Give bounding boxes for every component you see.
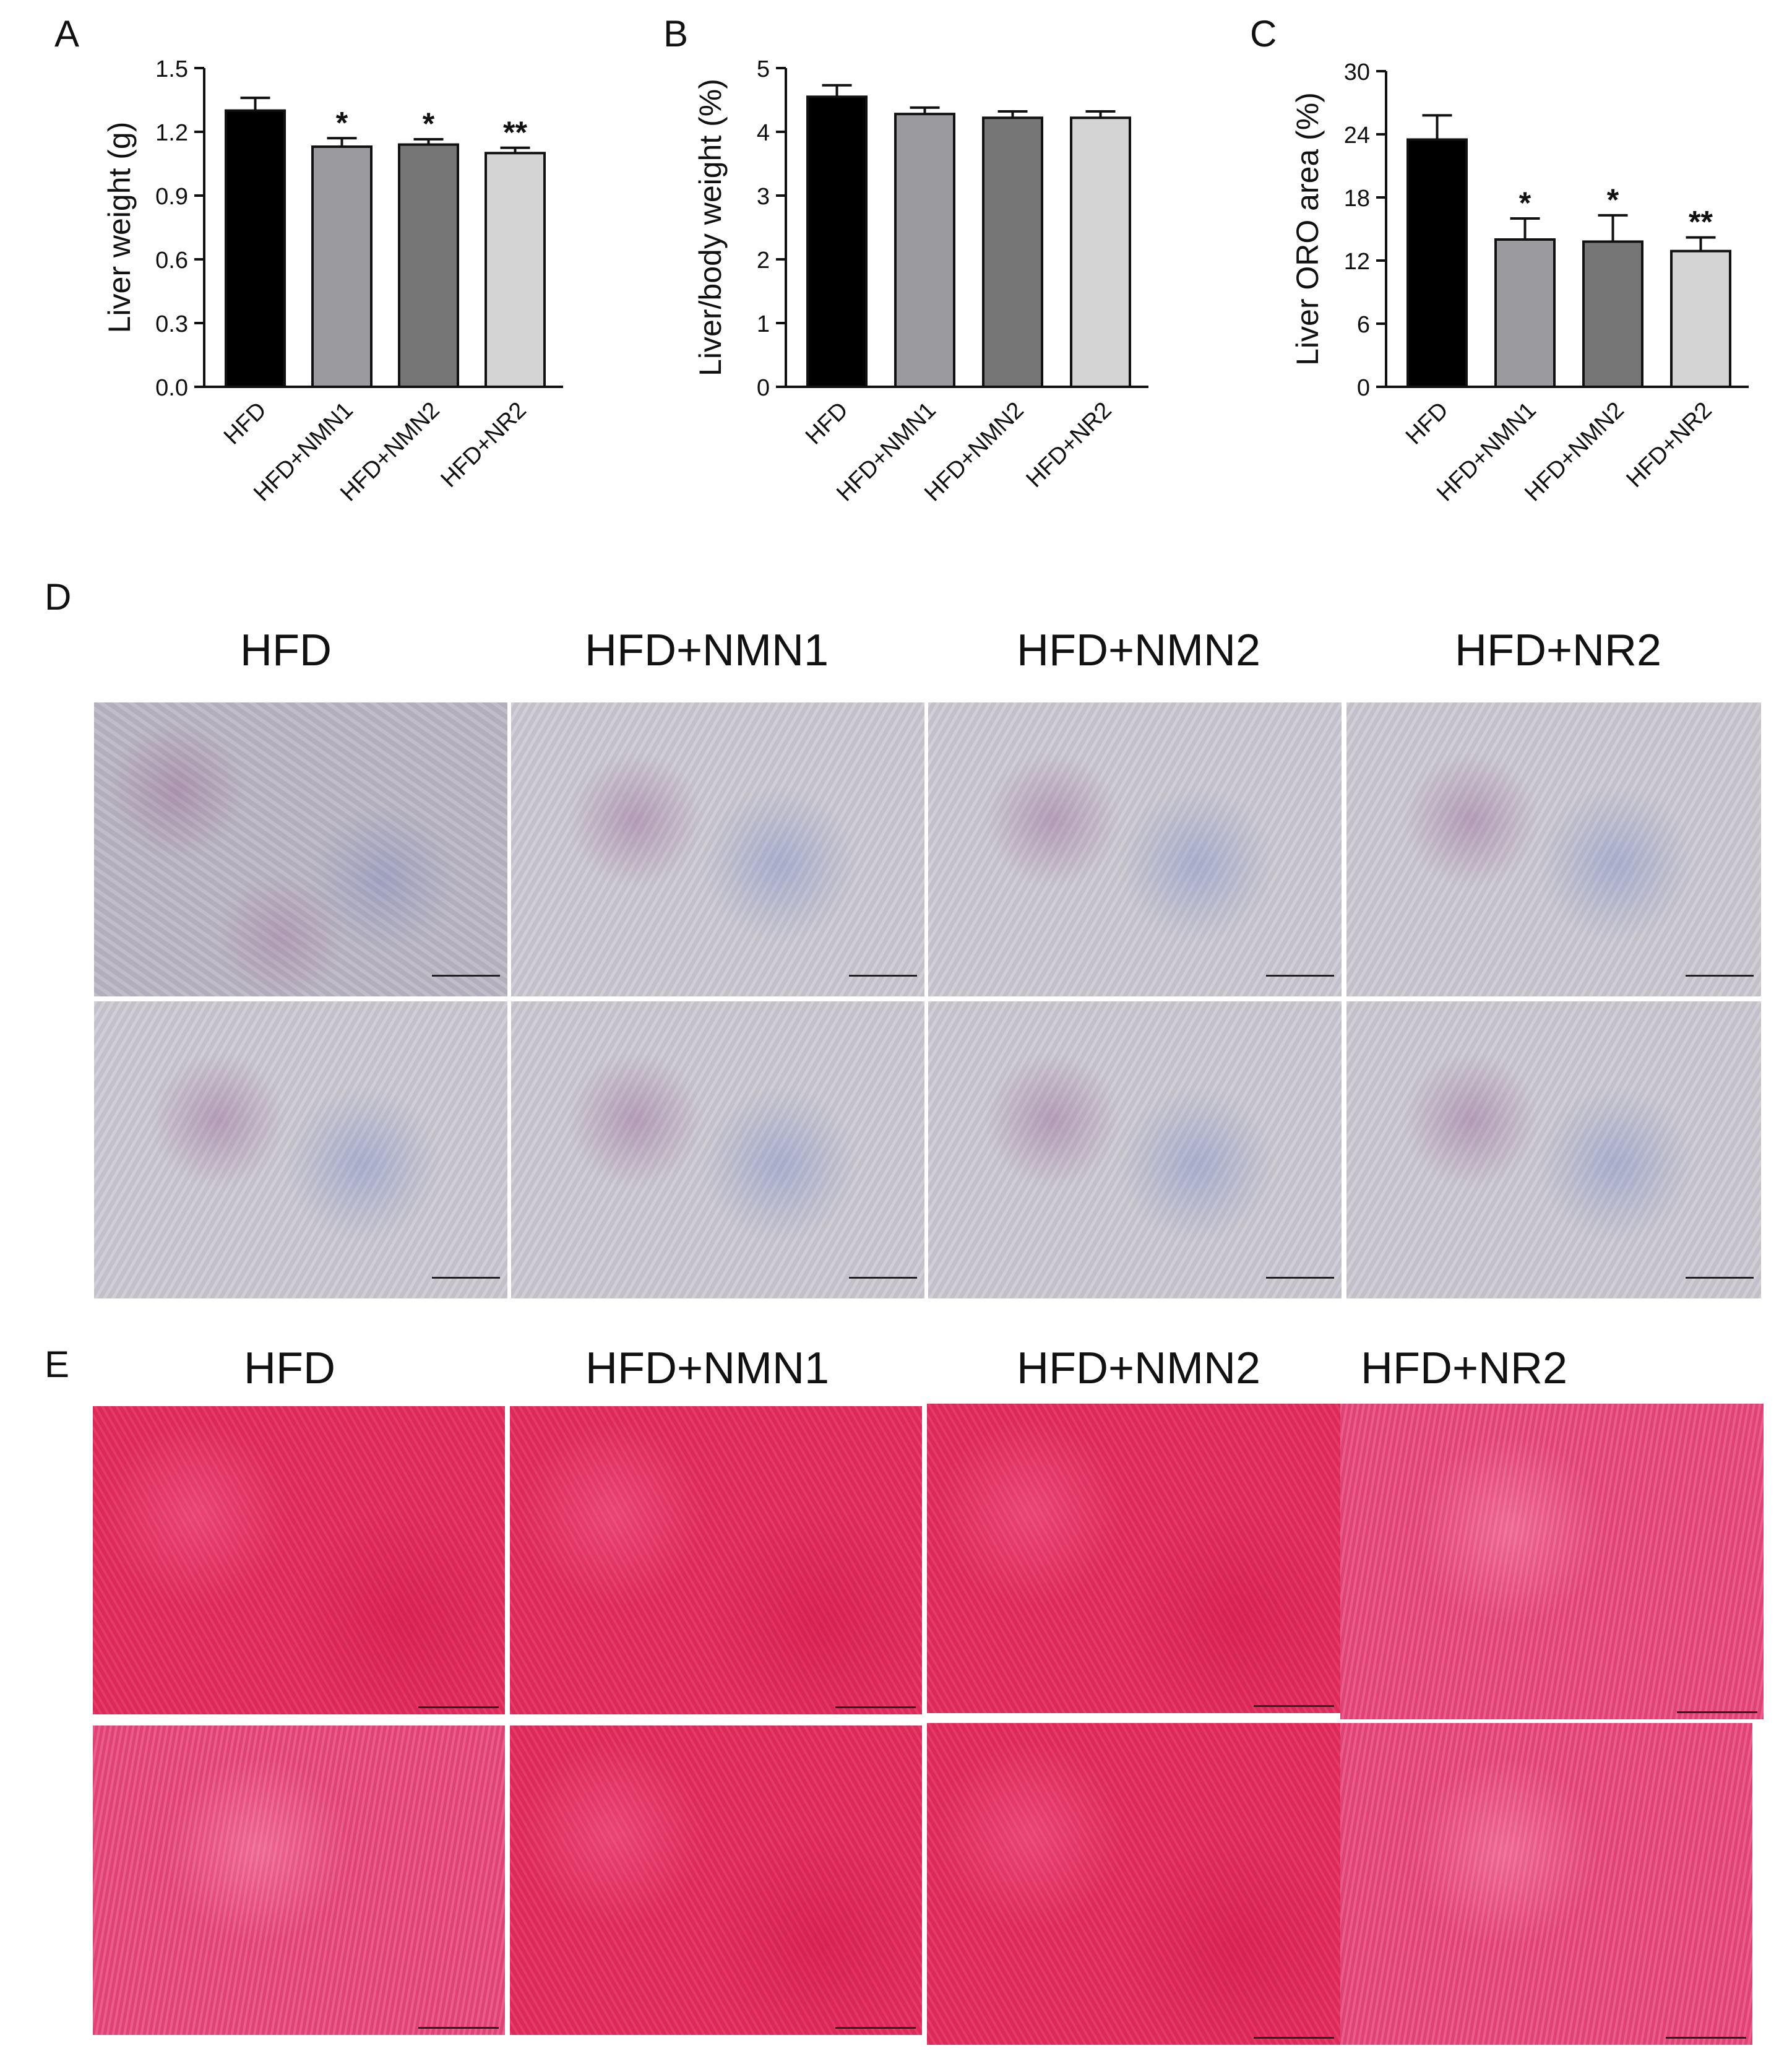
x-tick-label: HFD+NR2 bbox=[1021, 397, 1116, 493]
y-tick-label: 0.0 bbox=[155, 375, 188, 401]
bar bbox=[398, 143, 459, 388]
y-tick-label: 0.3 bbox=[155, 311, 188, 337]
y-axis-label: Liver ORO area (%) bbox=[1290, 92, 1325, 366]
x-tick-label: HFD+NR2 bbox=[436, 397, 531, 493]
panel-label-e: E bbox=[45, 1344, 70, 1385]
he-micrograph-nr2-low bbox=[1340, 1404, 1764, 1719]
oro-label-hfd-nr2: HFD+NR2 bbox=[1454, 626, 1662, 675]
he-micrograph-nmn2-low bbox=[927, 1404, 1340, 1713]
he-micrograph-nmn1-high bbox=[510, 1726, 922, 2035]
chart-liver-body-weight: 0 1 2 3 4 5 Liver/body weight (%) HFD HFD+NMN1 HF… bbox=[600, 0, 1194, 557]
chart-liver-weight-svg: 0.0 0.3 0.6 0.9 1.2 1.5 Liver weight (g) HFD * HF… bbox=[102, 56, 563, 506]
bar bbox=[485, 152, 546, 388]
x-tick-label: HFD bbox=[1401, 397, 1454, 450]
oro-micrograph-nmn2-low bbox=[928, 702, 1342, 996]
significance-label: * bbox=[1519, 186, 1531, 220]
chart-liver-oro-area: 0 6 12 18 24 30 Liver ORO area (%) HFD * HFD+NMN1… bbox=[1194, 0, 1792, 557]
y-tick-label: 0.9 bbox=[155, 184, 188, 210]
he-micrograph-hfd-low bbox=[93, 1406, 505, 1714]
bar bbox=[982, 116, 1043, 388]
he-micrograph-nr2-high bbox=[1340, 1723, 1752, 2045]
bar bbox=[311, 145, 373, 389]
panel-label-a: A bbox=[54, 13, 80, 54]
oro-micrograph-hfd-high bbox=[94, 1001, 507, 1298]
he-micrograph-nmn1-low bbox=[510, 1406, 922, 1714]
x-tick-label: HFD bbox=[219, 397, 272, 450]
y-tick-label: 6 bbox=[1357, 312, 1370, 338]
y-axis-label: Liver weight (g) bbox=[102, 122, 137, 334]
significance-label: * bbox=[1607, 183, 1619, 217]
he-label-hfd-nmn2: HFD+NMN2 bbox=[1016, 1344, 1261, 1393]
x-tick-label: HFD bbox=[801, 397, 853, 450]
oro-micrograph-nmn1-low bbox=[511, 702, 924, 996]
y-tick-label: 0 bbox=[757, 375, 770, 401]
oro-micrograph-nmn2-high bbox=[928, 1001, 1342, 1298]
bar bbox=[1670, 249, 1731, 389]
he-label-hfd: HFD bbox=[244, 1344, 335, 1393]
panel-label-c: C bbox=[1250, 13, 1277, 54]
oro-micrograph-nr2-high bbox=[1346, 1001, 1761, 1298]
y-tick-label: 3 bbox=[757, 184, 770, 210]
y-tick-label: 0.6 bbox=[155, 248, 188, 274]
oro-micrograph-nmn1-high bbox=[511, 1001, 924, 1298]
bar bbox=[806, 95, 868, 388]
oro-micrograph-hfd-low bbox=[94, 702, 507, 996]
y-tick-label: 18 bbox=[1344, 186, 1370, 212]
significance-label: * bbox=[423, 106, 435, 141]
y-tick-label: 1 bbox=[757, 311, 770, 337]
bar bbox=[1406, 138, 1468, 388]
bar bbox=[225, 109, 286, 389]
bar bbox=[1070, 116, 1131, 388]
he-label-hfd-nmn1: HFD+NMN1 bbox=[585, 1344, 830, 1393]
y-tick-label: 30 bbox=[1344, 59, 1370, 85]
significance-label: ** bbox=[1689, 205, 1713, 240]
y-tick-label: 2 bbox=[757, 248, 770, 274]
y-tick-label: 12 bbox=[1344, 249, 1370, 275]
y-tick-label: 5 bbox=[757, 56, 770, 82]
significance-label: * bbox=[336, 105, 348, 140]
he-label-hfd-nr2: HFD+NR2 bbox=[1360, 1344, 1568, 1393]
y-tick-label: 4 bbox=[757, 120, 770, 146]
y-tick-label: 24 bbox=[1344, 123, 1370, 149]
panel-label-b: B bbox=[663, 13, 689, 54]
y-tick-label: 0 bbox=[1357, 375, 1370, 401]
bar bbox=[894, 113, 955, 388]
oro-label-hfd-nmn1: HFD+NMN1 bbox=[584, 626, 829, 675]
panel-label-d: D bbox=[45, 576, 72, 618]
y-tick-label: 1.5 bbox=[155, 56, 188, 82]
bar bbox=[1582, 240, 1643, 388]
chart-liver-weight: 0.0 0.3 0.6 0.9 1.2 1.5 Liver weight (g) HFD * HF… bbox=[0, 0, 600, 557]
x-tick-label: HFD+NR2 bbox=[1621, 397, 1717, 493]
he-micrograph-hfd-high bbox=[93, 1726, 505, 2035]
he-micrograph-nmn2-high bbox=[927, 1723, 1340, 2045]
significance-label: ** bbox=[503, 115, 527, 150]
y-tick-label: 1.2 bbox=[155, 120, 188, 146]
oro-label-hfd: HFD bbox=[240, 626, 332, 675]
oro-label-hfd-nmn2: HFD+NMN2 bbox=[1016, 626, 1261, 675]
oro-micrograph-nr2-low bbox=[1346, 702, 1761, 996]
y-axis-label: Liver/body weight (%) bbox=[693, 79, 728, 376]
bar bbox=[1494, 238, 1556, 388]
